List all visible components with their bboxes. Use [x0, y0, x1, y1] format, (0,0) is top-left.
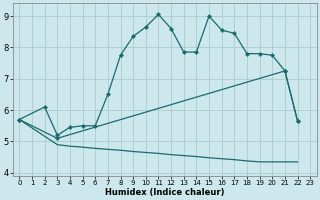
X-axis label: Humidex (Indice chaleur): Humidex (Indice chaleur) [105, 188, 225, 197]
